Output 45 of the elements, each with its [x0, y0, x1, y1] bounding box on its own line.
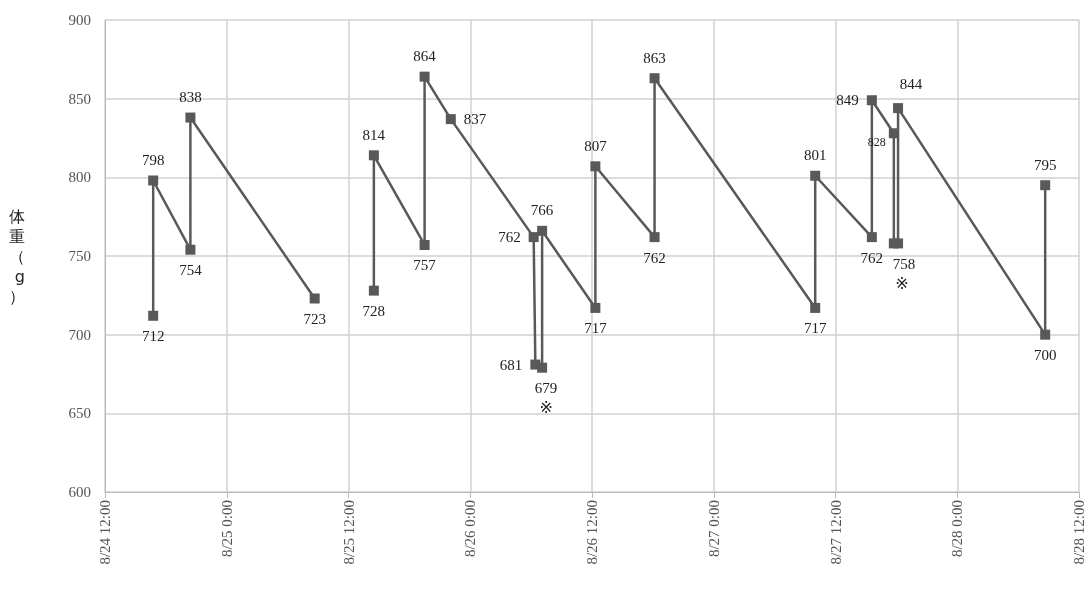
data-label: 700 — [1033, 347, 1057, 364]
data-label: 801 — [803, 147, 827, 164]
x-tick-label: 8/25 0:00 — [218, 500, 235, 558]
data-label: 795 — [1033, 156, 1057, 173]
data-label: 762 — [498, 229, 521, 246]
x-tick-label: 8/27 0:00 — [705, 500, 722, 558]
data-label: 864 — [413, 48, 437, 65]
data-label: 863 — [643, 49, 666, 66]
data-label: 757 — [413, 257, 437, 274]
x-tick-label: 8/26 0:00 — [462, 500, 479, 558]
annotation: ※ — [539, 398, 553, 418]
data-label: 844 — [899, 75, 923, 92]
data-label: 807 — [584, 137, 608, 154]
data-label: 837 — [463, 111, 487, 128]
data-label: 838 — [179, 89, 202, 106]
x-tick-label: 8/25 12:00 — [340, 500, 357, 565]
y-tick-label: 750 — [68, 248, 91, 264]
y-tick-label: 700 — [68, 326, 91, 343]
data-label: 849 — [836, 92, 859, 109]
x-tick-label: 8/28 0:00 — [949, 500, 966, 558]
data-label: 766 — [530, 202, 554, 219]
y-tick-label: 650 — [68, 405, 91, 422]
data-label: 717 — [803, 320, 827, 337]
data-label: 762 — [860, 249, 884, 266]
data-label: 814 — [362, 126, 386, 143]
y-tick-label: 850 — [68, 90, 91, 107]
data-label: 723 — [303, 310, 326, 327]
data-label: 712 — [141, 328, 165, 345]
data-label: 679 — [534, 380, 558, 397]
y-tick-label: 600 — [68, 484, 91, 500]
x-tick-label: 8/24 12:00 — [97, 500, 113, 565]
data-label: 798 — [141, 151, 165, 168]
annotation: ※ — [895, 273, 909, 293]
y-axis-title: 体重（g） — [9, 206, 25, 306]
y-tick-label: 800 — [68, 169, 91, 186]
data-label: 758 — [892, 255, 916, 272]
x-tick-label: 8/28 12:00 — [1071, 500, 1087, 565]
data-label: 681 — [499, 356, 523, 373]
x-tick-label: 8/26 12:00 — [584, 500, 600, 565]
x-tick-label: 8/27 12:00 — [827, 500, 844, 565]
data-label: 754 — [179, 262, 203, 279]
data-label: 762 — [643, 249, 666, 266]
data-label: 717 — [584, 320, 608, 337]
y-tick-label: 900 — [68, 12, 91, 28]
data-label: 728 — [362, 303, 386, 320]
